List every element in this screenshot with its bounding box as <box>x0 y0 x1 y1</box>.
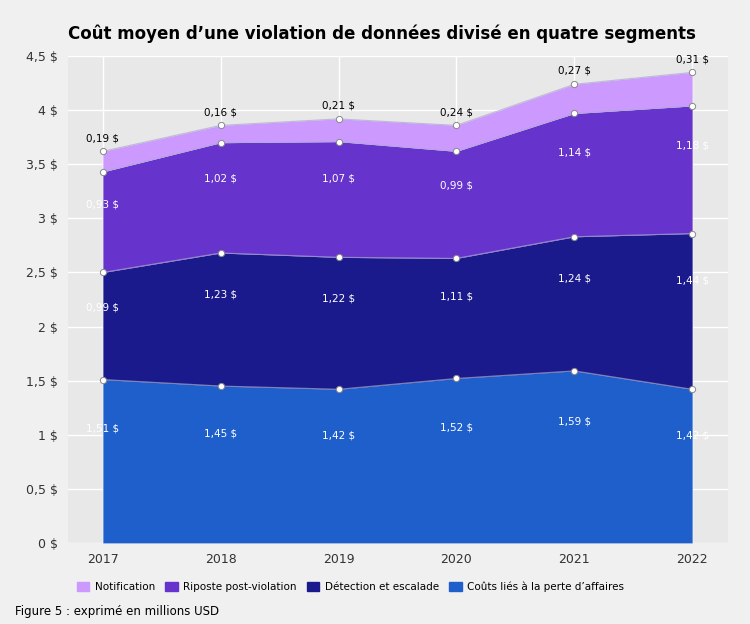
Text: Figure 5 : exprimé en millions USD: Figure 5 : exprimé en millions USD <box>15 605 219 618</box>
Text: 0,31 $: 0,31 $ <box>676 54 709 64</box>
Text: 1,18 $: 1,18 $ <box>676 140 709 150</box>
Text: Coût moyen d’une violation de données divisé en quatre segments: Coût moyen d’une violation de données di… <box>68 25 695 44</box>
Text: 0,16 $: 0,16 $ <box>204 107 237 117</box>
Text: 1,24 $: 1,24 $ <box>558 273 591 283</box>
Text: 1,22 $: 1,22 $ <box>322 293 356 303</box>
Text: 1,51 $: 1,51 $ <box>86 423 119 433</box>
Text: 1,07 $: 1,07 $ <box>322 173 355 183</box>
Text: 0,99 $: 0,99 $ <box>86 302 119 312</box>
Text: 1,11 $: 1,11 $ <box>440 291 473 301</box>
Text: 1,02 $: 1,02 $ <box>204 173 237 183</box>
Text: 0,93 $: 0,93 $ <box>86 200 119 210</box>
Text: 0,99 $: 0,99 $ <box>440 181 473 191</box>
Text: 1,52 $: 1,52 $ <box>440 422 473 432</box>
Text: 1,44 $: 1,44 $ <box>676 275 709 285</box>
Text: 1,23 $: 1,23 $ <box>204 289 237 299</box>
Text: 1,45 $: 1,45 $ <box>204 428 237 438</box>
Text: 0,27 $: 0,27 $ <box>558 66 591 76</box>
Text: 0,21 $: 0,21 $ <box>322 100 355 110</box>
Text: 1,14 $: 1,14 $ <box>558 147 591 157</box>
Legend: Notification, Riposte post-violation, Détection et escalade, Coûts liés à la per: Notification, Riposte post-violation, Dé… <box>73 577 628 596</box>
Text: 1,42 $: 1,42 $ <box>322 431 356 441</box>
Text: 1,59 $: 1,59 $ <box>558 417 591 427</box>
Text: 0,24 $: 0,24 $ <box>440 107 473 117</box>
Text: 0,19 $: 0,19 $ <box>86 133 119 143</box>
Text: 1,42 $: 1,42 $ <box>676 431 709 441</box>
